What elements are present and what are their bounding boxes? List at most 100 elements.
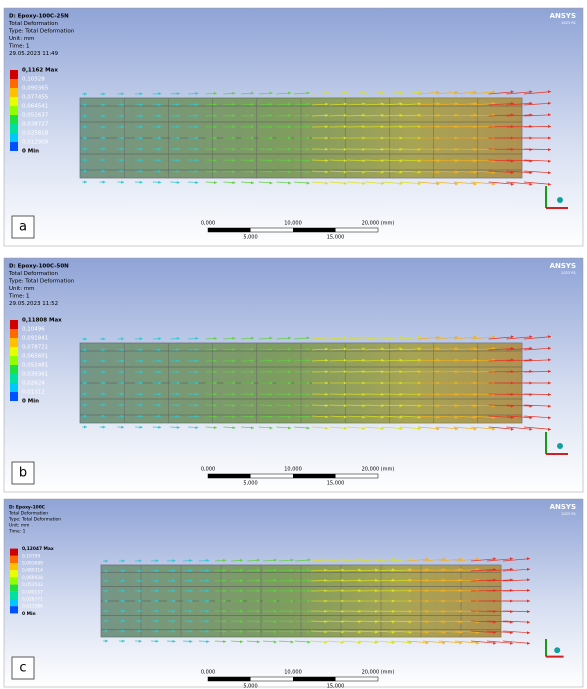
- legend-band: [10, 599, 18, 606]
- legend-label: 0,078721: [22, 345, 48, 351]
- info-line: Total Deformation: [8, 511, 48, 517]
- scale-label: 10,000: [284, 670, 302, 676]
- scale-label: 5,000: [243, 235, 257, 241]
- info-line: Type: Total Deformation: [8, 517, 61, 523]
- panel-label: c: [19, 661, 26, 676]
- info-line: Time: 1: [8, 294, 30, 300]
- legend-label: 0,013386: [22, 604, 43, 610]
- legend-label: 0,10328: [22, 77, 45, 83]
- axis-z: [554, 647, 560, 653]
- version: 2023 R1: [561, 21, 576, 25]
- legend-label: 0,02624: [22, 381, 45, 387]
- scale-seg: [293, 474, 336, 478]
- legend-band: [10, 606, 18, 613]
- legend-label: 0,025818: [22, 131, 49, 137]
- legend-band: [10, 88, 18, 97]
- info-line: Type: Total Deformation: [8, 279, 75, 285]
- legend-band: [10, 347, 18, 356]
- scale-label: 10,000: [284, 221, 302, 227]
- legend-band: [10, 549, 18, 556]
- scale-label: 5,000: [243, 684, 257, 689]
- panel: D: Epoxy-100C-25NTotal Deformation Type: …: [4, 8, 583, 246]
- legend-band: [10, 115, 18, 124]
- legend-band: [10, 133, 18, 142]
- legend-label: 0,038727: [22, 122, 49, 128]
- legend-band: [10, 142, 18, 151]
- legend-band: [10, 106, 18, 115]
- brand: ANSYS: [550, 503, 576, 511]
- legend-band: [10, 124, 18, 133]
- axis-z: [557, 443, 563, 449]
- legend-label: 0,066928: [22, 575, 43, 581]
- scale-label: 20,000 (mm): [362, 670, 395, 676]
- scale-seg: [208, 474, 251, 478]
- legend-band: [10, 556, 18, 563]
- legend-band: [10, 79, 18, 88]
- scale-label: 15,000: [327, 235, 345, 241]
- scale-label: 10,000: [284, 467, 302, 473]
- scale-label: 15,000: [327, 481, 345, 487]
- info-title: D: Epoxy-100C-25N: [9, 14, 69, 20]
- legend-label: 0,093699: [22, 561, 43, 567]
- legend-label: 0,053542: [22, 582, 43, 588]
- scale-label: 20,000 (mm): [362, 467, 395, 473]
- legend-band: [10, 70, 18, 79]
- scale-seg: [293, 228, 336, 232]
- legend-label: 0,052481: [22, 363, 48, 369]
- info-line: Total Deformation: [8, 271, 58, 277]
- version: 2023 R1: [561, 271, 576, 275]
- scale-seg: [208, 677, 251, 681]
- legend-band: [10, 570, 18, 577]
- legend-label: 0,064541: [22, 104, 48, 110]
- legend-band: [10, 356, 18, 365]
- legend-band: [10, 577, 18, 584]
- legend-label: 0 Min: [22, 399, 39, 405]
- legend-label: 0,12047 Max: [22, 546, 54, 552]
- legend-label: 0,026771: [22, 597, 43, 603]
- scale-label: 5,000: [243, 481, 257, 487]
- panel-label: a: [19, 220, 27, 235]
- legend-label: 0,077455: [22, 95, 49, 101]
- legend-label: 0,040157: [22, 589, 43, 595]
- legend-label: 0,065601: [22, 354, 48, 360]
- info-line: Total Deformation: [8, 21, 58, 27]
- brand: ANSYS: [550, 262, 576, 270]
- legend-band: [10, 329, 18, 338]
- info-title: D: Epoxy-100C-50N: [9, 264, 69, 270]
- info-line: Type: Total Deformation: [8, 29, 75, 35]
- info-line: Unit: mm: [9, 36, 35, 42]
- legend-label: 0,11808 Max: [22, 318, 62, 324]
- legend-label: 0,1162 Max: [22, 68, 58, 74]
- info-line: Unit: mm: [9, 286, 35, 292]
- info-line: 29.05.2023 11:52: [9, 301, 58, 307]
- scale-label: 0,000: [201, 221, 215, 227]
- legend-band: [10, 563, 18, 570]
- version: 2023 R1: [561, 512, 576, 516]
- info-line: Time: 1: [8, 529, 26, 535]
- legend-label: 0 Min: [22, 611, 36, 617]
- legend-band: [10, 365, 18, 374]
- scale-label: 0,000: [201, 670, 215, 676]
- brand: ANSYS: [550, 12, 576, 20]
- info-line: 29.05.2023 11:49: [9, 51, 59, 57]
- legend-label: 0,012909: [22, 140, 49, 146]
- legend-band: [10, 338, 18, 347]
- legend-label: 0,090365: [22, 86, 49, 92]
- panel-label: b: [19, 466, 27, 481]
- info-line: Time: 1: [8, 44, 30, 50]
- panel: D: Epoxy-100CTotal DeformationType: Tota…: [4, 499, 583, 689]
- legend-band: [10, 392, 18, 401]
- legend-label: 0,080314: [22, 568, 43, 574]
- legend-label: 0,051637: [22, 113, 49, 119]
- info-line: Unit: mm: [9, 523, 29, 529]
- legend-band: [10, 374, 18, 383]
- legend-label: 0 Min: [22, 149, 39, 155]
- scale-seg: [293, 677, 336, 681]
- scale-label: 20,000 (mm): [362, 221, 395, 227]
- scale-label: 15,000: [327, 684, 345, 689]
- legend-label: 0,10709: [22, 553, 40, 559]
- scale-seg: [208, 228, 251, 232]
- legend-band: [10, 585, 18, 592]
- info-title: D: Epoxy-100C: [9, 505, 45, 511]
- legend-label: 0,10496: [22, 327, 45, 333]
